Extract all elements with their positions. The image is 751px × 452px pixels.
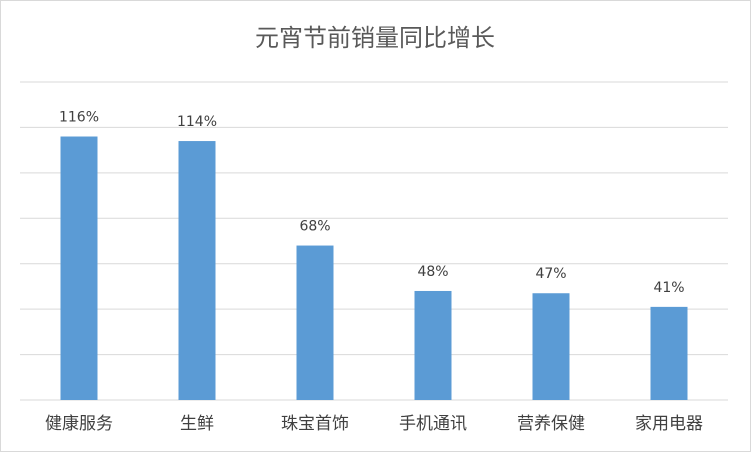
- bar: [60, 136, 98, 400]
- x-tick-label: 营养保健: [517, 414, 585, 434]
- bar: [296, 245, 334, 400]
- x-tick-label: 家用电器: [635, 414, 703, 434]
- x-tick-label: 健康服务: [45, 414, 113, 434]
- bar: [532, 293, 570, 400]
- bar: [650, 306, 688, 400]
- value-label: 47%: [535, 266, 566, 282]
- bar: [178, 141, 216, 401]
- bar: [414, 290, 452, 400]
- x-tick-label: 珠宝首饰: [281, 414, 349, 434]
- x-tick-label: 手机通讯: [399, 414, 467, 434]
- value-label: 68%: [299, 219, 330, 235]
- x-tick-label: 生鲜: [180, 414, 214, 434]
- value-label: 41%: [653, 280, 684, 296]
- chart-title: 元宵节前销量同比增长: [255, 24, 495, 52]
- value-label: 114%: [177, 114, 217, 130]
- value-label: 48%: [417, 264, 448, 280]
- value-label: 116%: [59, 110, 99, 126]
